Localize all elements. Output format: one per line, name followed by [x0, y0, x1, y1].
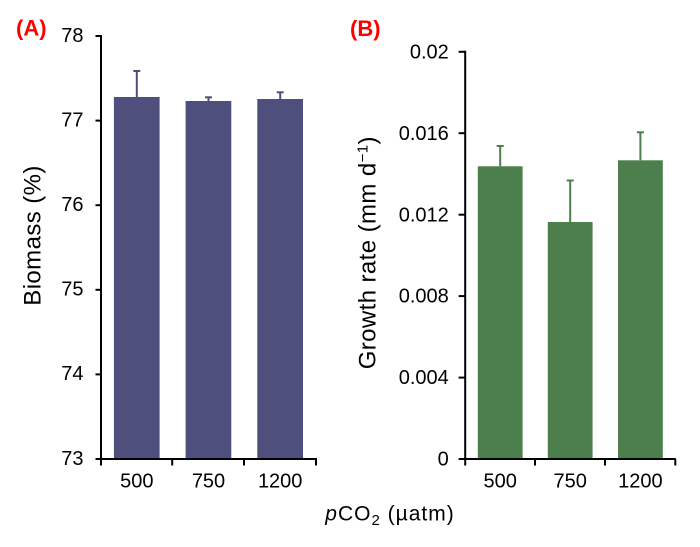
svg-text:0: 0: [438, 449, 449, 471]
svg-text:1200: 1200: [258, 470, 303, 492]
svg-text:73: 73: [61, 448, 83, 470]
svg-text:Growth rate (mm d−1): Growth rate (mm d−1): [355, 136, 382, 369]
svg-text:Biomass (%): Biomass (%): [20, 165, 47, 305]
svg-text:0.012: 0.012: [399, 204, 449, 226]
svg-text:500: 500: [484, 470, 517, 492]
svg-text:500: 500: [120, 470, 153, 492]
svg-text:77: 77: [61, 109, 83, 131]
svg-text:0.02: 0.02: [410, 41, 449, 63]
svg-text:76: 76: [61, 194, 83, 216]
svg-text:0.008: 0.008: [399, 286, 449, 308]
svg-text:1200: 1200: [618, 470, 663, 492]
svg-text:750: 750: [192, 470, 225, 492]
svg-text:750: 750: [554, 470, 587, 492]
svg-text:75: 75: [61, 279, 83, 301]
svg-text:(B): (B): [350, 16, 381, 41]
svg-text:78: 78: [61, 25, 83, 47]
svg-text:pCO2 (µatm): pCO2 (µatm): [324, 503, 454, 530]
svg-text:0.016: 0.016: [399, 123, 449, 145]
svg-text:(A): (A): [16, 16, 47, 41]
svg-text:0.004: 0.004: [399, 367, 449, 389]
svg-text:74: 74: [61, 363, 83, 385]
